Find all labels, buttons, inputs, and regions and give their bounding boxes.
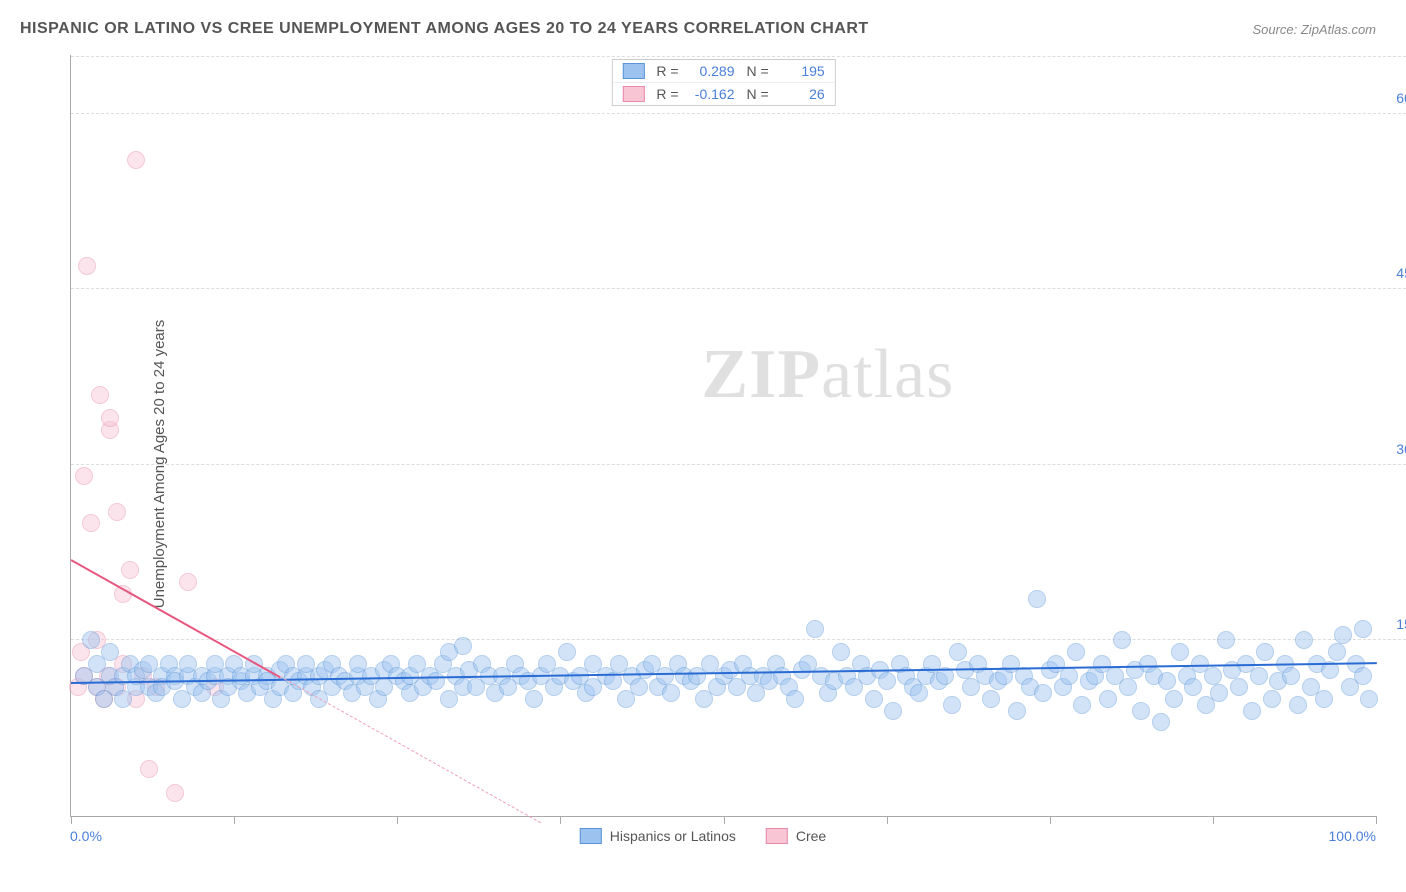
swatch-hispanic [622,63,644,79]
x-axis-max-label: 100.0% [1329,828,1376,844]
data-point-hispanic [1250,667,1268,685]
data-point-hispanic [1334,626,1352,644]
data-point-hispanic [1354,667,1372,685]
data-point-hispanic [786,690,804,708]
data-point-hispanic [1073,696,1091,714]
x-axis-min-label: 0.0% [70,828,102,844]
legend-item-cree: Cree [766,828,826,844]
legend: Hispanics or Latinos Cree [580,828,826,844]
data-point-cree [75,467,93,485]
y-tick-label: 30.0% [1396,441,1406,457]
x-tick [724,816,725,824]
data-point-hispanic [949,643,967,661]
data-point-cree [127,151,145,169]
data-point-hispanic [1230,678,1248,696]
data-point-hispanic [865,690,883,708]
data-point-hispanic [884,702,902,720]
data-point-hispanic [1289,696,1307,714]
data-point-hispanic [1360,690,1378,708]
data-point-hispanic [427,672,445,690]
data-point-hispanic [1165,690,1183,708]
data-point-hispanic [662,684,680,702]
legend-swatch-hispanic [580,828,602,844]
x-tick [397,816,398,824]
plot-area: ZIPatlas R = 0.289 N = 195 R = -0.162 N … [70,55,1376,817]
data-point-hispanic [1210,684,1228,702]
data-point-cree [78,257,96,275]
data-point-hispanic [1028,590,1046,608]
data-point-cree [82,514,100,532]
chart-title: HISPANIC OR LATINO VS CREE UNEMPLOYMENT … [20,20,869,38]
data-point-hispanic [1354,620,1372,638]
data-point-hispanic [630,678,648,696]
data-point-hispanic [806,620,824,638]
data-point-hispanic [1184,678,1202,696]
data-point-hispanic [1282,667,1300,685]
gridline [71,56,1406,57]
source-attribution: Source: ZipAtlas.com [1252,22,1376,37]
data-point-hispanic [1113,631,1131,649]
data-point-hispanic [1034,684,1052,702]
data-point-hispanic [1060,667,1078,685]
legend-item-hispanic: Hispanics or Latinos [580,828,736,844]
stats-row-hispanic: R = 0.289 N = 195 [612,60,834,83]
data-point-hispanic [832,643,850,661]
data-point-cree [108,503,126,521]
data-point-hispanic [1171,643,1189,661]
data-point-hispanic [454,637,472,655]
data-point-cree [140,760,158,778]
data-point-hispanic [1256,643,1274,661]
data-point-hispanic [82,631,100,649]
watermark: ZIPatlas [701,335,954,415]
x-tick [234,816,235,824]
stats-row-cree: R = -0.162 N = 26 [612,83,834,105]
data-point-hispanic [558,643,576,661]
data-point-hispanic [1295,631,1313,649]
data-point-cree [91,386,109,404]
y-tick-label: 60.0% [1396,90,1406,106]
x-tick [71,816,72,824]
data-point-hispanic [910,684,928,702]
data-point-hispanic [101,643,119,661]
data-point-hispanic [1067,643,1085,661]
data-point-hispanic [1217,631,1235,649]
data-point-hispanic [1263,690,1281,708]
x-tick [887,816,888,824]
data-point-hispanic [982,690,1000,708]
gridline [71,639,1406,640]
x-tick [1050,816,1051,824]
data-point-hispanic [1328,643,1346,661]
data-point-hispanic [1315,690,1333,708]
data-point-cree [101,409,119,427]
data-point-hispanic [1008,702,1026,720]
data-point-hispanic [878,672,896,690]
x-tick [1376,816,1377,824]
data-point-cree [179,573,197,591]
chart-container: Unemployment Among Ages 20 to 24 years Z… [20,55,1386,872]
data-point-hispanic [943,696,961,714]
y-tick-label: 45.0% [1396,265,1406,281]
data-point-hispanic [1158,672,1176,690]
correlation-stats-box: R = 0.289 N = 195 R = -0.162 N = 26 [611,59,835,106]
data-point-hispanic [1119,678,1137,696]
x-tick [560,816,561,824]
gridline [71,113,1406,114]
x-tick [1213,816,1214,824]
data-point-hispanic [1243,702,1261,720]
data-point-hispanic [1099,690,1117,708]
legend-swatch-cree [766,828,788,844]
swatch-cree [622,86,644,102]
data-point-hispanic [1152,713,1170,731]
y-tick-label: 15.0% [1396,616,1406,632]
gridline [71,464,1406,465]
data-point-hispanic [525,690,543,708]
gridline [71,288,1406,289]
data-point-cree [121,561,139,579]
data-point-hispanic [1204,667,1222,685]
data-point-hispanic [1132,702,1150,720]
data-point-cree [166,784,184,802]
